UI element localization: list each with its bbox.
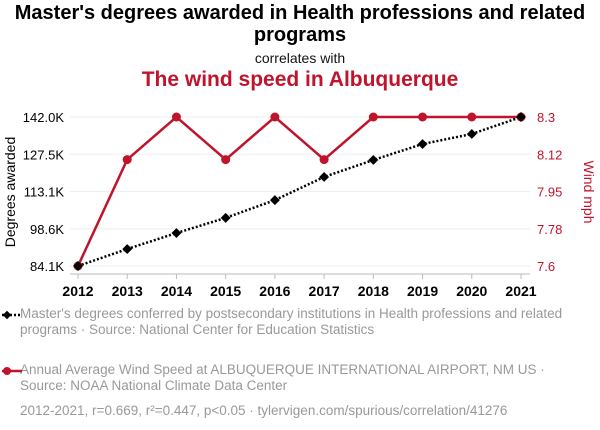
y-tick-label: 113.1K [24, 185, 65, 200]
wind-line [76, 115, 521, 267]
y-tick-label: 84.1K [30, 259, 64, 274]
y2-axis-label: Wind mph [581, 160, 597, 223]
degrees-point [269, 195, 280, 206]
x-tick-label: 2018 [358, 283, 389, 299]
degrees-point [417, 139, 428, 149]
degrees-point [220, 212, 231, 223]
legend-marker-red [2, 367, 22, 375]
x-tick-label: 2021 [505, 283, 536, 299]
degrees-line [77, 115, 522, 268]
x-tick-label: 2013 [112, 283, 143, 299]
y-axis-label: Degrees awarded [2, 137, 18, 248]
x-tick-label: 2020 [456, 283, 487, 299]
wind-point [319, 155, 329, 165]
legend-label-degrees: Master's degrees conferred by postsecond… [20, 306, 563, 337]
degrees-point [516, 112, 526, 122]
wind-point [467, 112, 477, 122]
legend-label-wind: Annual Average Wind Speed at ALBUQUERQUE… [20, 362, 545, 393]
y-tick-label: 98.6K [30, 222, 64, 237]
wind-point [171, 112, 181, 122]
chart-title: Master's degrees awarded in Health profe… [14, 2, 586, 46]
correlates-label: correlates with [254, 50, 346, 66]
y2-tick-label: 7.95 [537, 185, 562, 200]
wind-point [122, 155, 132, 165]
x-tick-label: 2015 [210, 283, 241, 299]
y2-tick-label: 8.3 [537, 110, 555, 125]
wind-point [368, 112, 378, 122]
wind-point [270, 112, 280, 122]
y2-tick-label: 7.6 [537, 259, 555, 274]
chart: 142.0K 8.3 127.5K 8.12 113.1K 7.95 98.6K 7.78 84… [2, 110, 597, 299]
legend-marker-black [2, 310, 22, 320]
degrees-point [171, 228, 182, 239]
legend-item-degrees: Master's degrees conferred by postsecond… [2, 306, 590, 338]
chart-subtitle: The wind speed in Albuquerque [141, 68, 459, 91]
x-tick-label: 2017 [309, 283, 340, 299]
degrees-point [73, 261, 83, 271]
degrees-point [319, 172, 330, 182]
x-tick-label: 2019 [407, 283, 438, 299]
footer-stats: 2012-2021, r=0.669, r²=0.447, p<0.05 · t… [20, 403, 508, 418]
x-tick-label: 2012 [62, 283, 93, 299]
degrees-point [368, 155, 379, 165]
y2-tick-label: 8.12 [537, 147, 562, 162]
x-tick-label: 2016 [259, 283, 290, 299]
wind-point [221, 155, 231, 165]
y2-tick-label: 7.78 [537, 222, 562, 237]
y-tick-label: 127.5K [23, 147, 65, 162]
degrees-point [122, 244, 133, 254]
wind-point [418, 112, 428, 122]
y-tick-label: 142.0K [23, 110, 65, 125]
degrees-point [466, 129, 477, 139]
legend-item-wind: Annual Average Wind Speed at ALBUQUERQUE… [2, 362, 590, 394]
x-tick-label: 2014 [161, 283, 192, 299]
